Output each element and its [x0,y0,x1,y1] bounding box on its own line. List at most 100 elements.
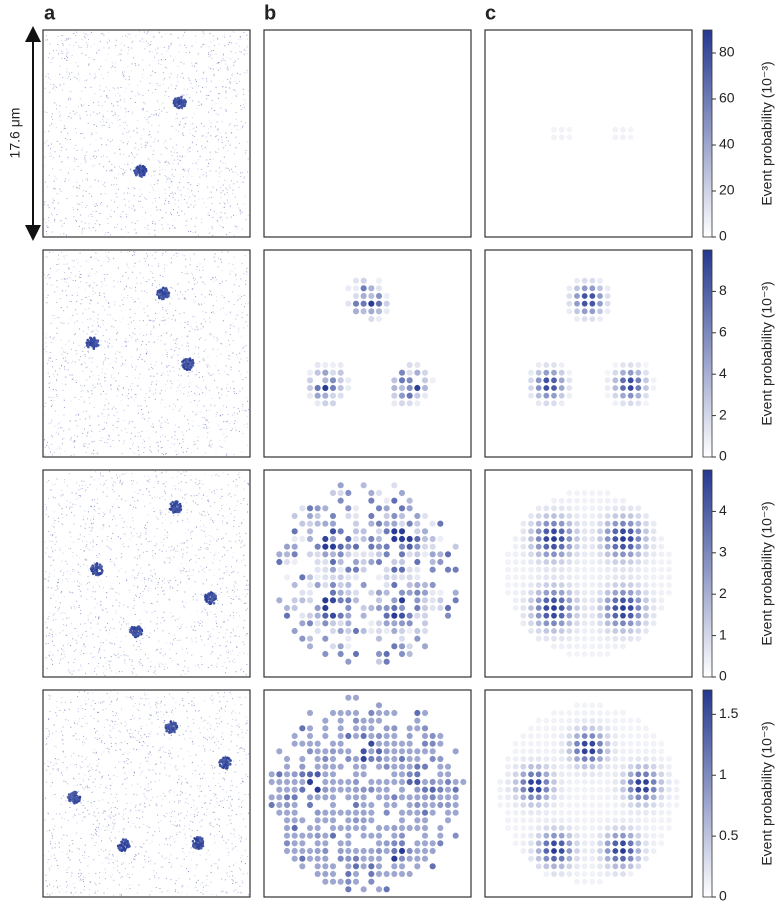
noise-speck [80,664,81,665]
noise-speck [155,72,156,73]
noise-speck [164,344,165,345]
noise-speck [126,111,127,112]
noise-speck [220,161,221,162]
noise-speck [63,358,64,359]
noise-speck [60,298,61,299]
pattern-dot [628,377,634,383]
noise-speck [72,552,73,553]
noise-speck [170,587,171,588]
noise-speck [87,447,88,448]
noise-speck [114,177,115,178]
noise-speck [92,499,93,500]
noise-speck [176,653,177,654]
noise-speck [132,367,133,368]
noise-speck [52,232,53,233]
noise-speck [215,136,216,137]
noise-speck [232,89,233,90]
pattern-dot [574,293,580,299]
noise-speck [169,77,170,78]
noise-speck [82,433,83,434]
noise-speck [88,576,89,577]
noise-speck [146,488,147,489]
noise-speck [66,618,67,619]
noise-speck [197,282,198,283]
noise-speck [146,253,147,254]
noise-speck [54,315,55,316]
noise-speck [224,202,225,203]
noise-speck [192,123,193,124]
noise-speck [173,59,174,60]
noise-speck [78,635,79,636]
noise-speck [190,133,191,134]
pattern-dot [605,308,611,314]
noise-speck [94,647,95,648]
noise-speck [100,642,101,643]
noise-speck [230,314,231,315]
noise-speck [151,580,152,581]
noise-speck [91,530,92,531]
noise-speck [151,331,152,332]
noise-speck [197,329,198,330]
noise-speck [125,116,126,117]
noise-speck [77,436,78,437]
noise-speck [157,183,158,184]
noise-speck [243,627,244,628]
noise-speck [105,186,106,187]
noise-speck [162,276,163,277]
noise-speck [211,536,212,537]
noise-speck [63,658,64,659]
noise-speck [107,111,108,112]
noise-speck [104,274,105,275]
pattern-dot [635,362,641,368]
pattern-dot [536,400,542,406]
noise-speck [189,560,190,561]
noise-speck [112,588,113,589]
noise-speck [188,207,189,208]
noise-speck [121,357,122,358]
noise-speck [161,390,162,391]
noise-speck [104,309,105,310]
noise-speck [154,37,155,38]
noise-speck [199,270,200,271]
noise-speck [169,303,170,304]
noise-speck [60,602,61,603]
pattern-dot [414,370,420,376]
noise-speck [185,322,186,323]
noise-speck [52,198,53,199]
noise-speck [218,425,219,426]
noise-speck [93,102,94,103]
noise-speck [196,63,197,64]
noise-speck [173,371,174,372]
noise-speck [186,493,187,494]
pattern-dot [368,293,374,299]
noise-speck [62,383,63,384]
noise-speck [178,427,179,428]
noise-speck [240,105,241,106]
noise-speck [140,436,141,437]
noise-speck [225,346,226,347]
noise-speck [238,328,239,329]
noise-speck [127,125,128,126]
noise-speck [102,529,103,530]
noise-speck [216,474,217,475]
noise-speck [211,50,212,51]
noise-speck [44,204,45,205]
noise-speck [81,170,82,171]
noise-speck [244,176,245,177]
noise-speck [161,59,162,60]
noise-speck [153,508,154,509]
noise-speck [168,582,169,583]
noise-speck [108,48,109,49]
noise-speck [63,553,64,554]
noise-speck [71,72,72,73]
pattern-dot [345,285,351,291]
noise-speck [195,279,196,280]
noise-speck [80,591,81,592]
noise-speck [118,373,119,374]
noise-speck [143,277,144,278]
noise-speck [208,514,209,515]
noise-speck [166,551,167,552]
noise-speck [174,176,175,177]
noise-speck [182,294,183,295]
noise-speck [238,58,239,59]
